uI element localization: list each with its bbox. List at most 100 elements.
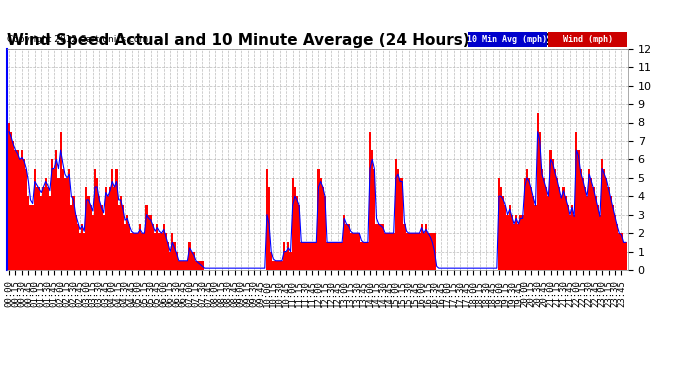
Bar bbox=[283, 242, 285, 270]
Bar bbox=[105, 187, 107, 270]
Bar bbox=[311, 242, 313, 270]
Bar bbox=[275, 261, 277, 270]
Bar bbox=[595, 196, 597, 270]
Bar bbox=[28, 196, 30, 270]
Bar bbox=[266, 169, 268, 270]
Bar bbox=[614, 214, 616, 270]
Bar bbox=[377, 224, 380, 270]
Bar bbox=[14, 150, 17, 270]
Bar bbox=[412, 233, 414, 270]
Bar bbox=[92, 214, 94, 270]
Bar bbox=[154, 233, 156, 270]
Bar bbox=[564, 196, 566, 270]
Bar bbox=[115, 169, 117, 270]
Bar bbox=[169, 252, 171, 270]
Bar bbox=[498, 178, 500, 270]
Bar bbox=[107, 196, 109, 270]
Bar bbox=[360, 242, 362, 270]
Bar bbox=[298, 206, 300, 270]
Bar bbox=[296, 196, 298, 270]
Bar bbox=[395, 159, 397, 270]
Bar bbox=[549, 150, 551, 270]
Bar bbox=[19, 159, 21, 270]
Bar bbox=[290, 252, 292, 270]
Bar bbox=[605, 178, 607, 270]
Bar bbox=[518, 224, 520, 270]
Bar bbox=[624, 242, 627, 270]
Bar bbox=[599, 214, 601, 270]
Bar bbox=[186, 261, 188, 270]
Bar bbox=[554, 169, 556, 270]
Bar bbox=[68, 169, 70, 270]
Bar bbox=[201, 261, 204, 270]
Bar bbox=[322, 187, 324, 270]
Bar bbox=[70, 206, 72, 270]
Bar bbox=[122, 206, 124, 270]
Bar bbox=[195, 261, 197, 270]
Bar bbox=[522, 214, 524, 270]
Bar bbox=[66, 178, 68, 270]
Bar bbox=[32, 206, 34, 270]
Bar bbox=[404, 224, 406, 270]
Bar bbox=[509, 206, 511, 270]
Bar bbox=[393, 233, 395, 270]
Bar bbox=[410, 233, 412, 270]
Bar bbox=[182, 261, 184, 270]
Bar bbox=[333, 242, 335, 270]
Bar bbox=[51, 159, 53, 270]
Bar bbox=[279, 261, 281, 270]
Bar bbox=[414, 233, 416, 270]
Bar bbox=[431, 233, 433, 270]
Bar bbox=[49, 196, 51, 270]
Bar bbox=[543, 178, 545, 270]
Bar bbox=[40, 196, 42, 270]
Bar bbox=[304, 242, 306, 270]
Bar bbox=[427, 233, 429, 270]
Bar bbox=[416, 233, 418, 270]
Bar bbox=[367, 242, 369, 270]
Bar bbox=[566, 206, 569, 270]
Bar bbox=[94, 169, 96, 270]
Bar bbox=[146, 206, 148, 270]
Bar bbox=[386, 233, 388, 270]
Bar bbox=[103, 214, 105, 270]
Bar bbox=[380, 224, 382, 270]
Bar bbox=[515, 214, 518, 270]
Bar bbox=[96, 178, 98, 270]
Bar bbox=[141, 233, 144, 270]
Bar bbox=[384, 233, 386, 270]
Bar bbox=[309, 242, 311, 270]
Bar bbox=[352, 233, 354, 270]
Bar bbox=[423, 233, 425, 270]
Bar bbox=[161, 233, 163, 270]
Bar bbox=[335, 242, 337, 270]
Bar bbox=[167, 242, 169, 270]
Bar bbox=[343, 214, 345, 270]
Bar bbox=[10, 132, 12, 270]
Bar bbox=[586, 196, 588, 270]
Bar bbox=[90, 206, 92, 270]
Bar bbox=[83, 233, 86, 270]
Bar bbox=[150, 214, 152, 270]
Bar bbox=[573, 214, 575, 270]
Bar bbox=[268, 187, 270, 270]
Bar bbox=[578, 150, 580, 270]
Bar bbox=[81, 224, 83, 270]
Bar bbox=[281, 261, 283, 270]
Bar bbox=[306, 242, 309, 270]
Bar bbox=[345, 224, 348, 270]
Bar bbox=[541, 169, 543, 270]
Bar bbox=[152, 224, 154, 270]
Bar bbox=[371, 150, 373, 270]
Bar bbox=[159, 233, 161, 270]
Bar bbox=[401, 178, 404, 270]
Bar bbox=[558, 187, 560, 270]
Bar bbox=[513, 224, 515, 270]
Bar bbox=[616, 224, 618, 270]
Bar bbox=[539, 132, 541, 270]
Bar bbox=[354, 233, 356, 270]
Bar bbox=[418, 233, 420, 270]
Bar bbox=[53, 169, 55, 270]
Bar bbox=[526, 169, 528, 270]
Bar bbox=[562, 187, 564, 270]
